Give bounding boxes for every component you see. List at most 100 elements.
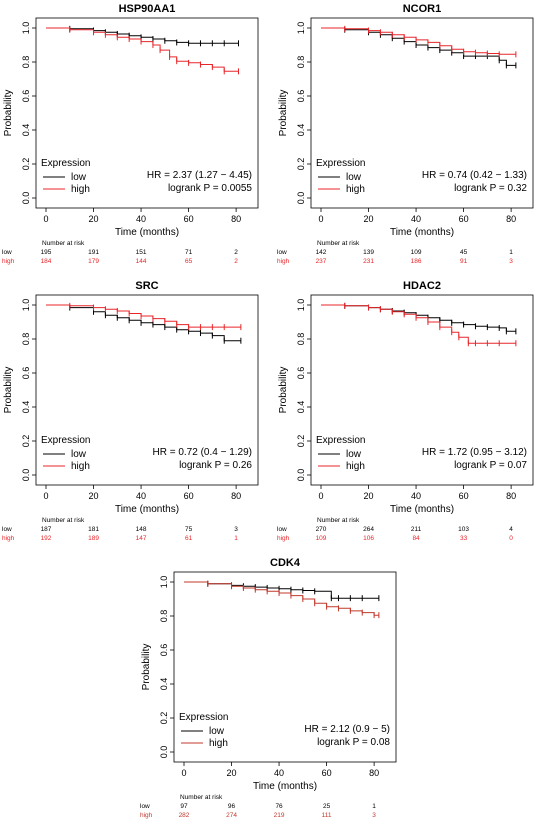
risk-count-high: 84 <box>412 535 420 542</box>
risk-count-low: 195 <box>41 249 52 256</box>
risk-count-high: 61 <box>185 535 193 542</box>
km-panel-src: SRC 0.0 0.2 0.4 0.6 0.8 1.0 0 20 40 60 80 Probabilit… <box>0 277 275 554</box>
chart-title: NCOR1 <box>403 3 442 15</box>
risk-count-high: 3 <box>509 258 513 265</box>
x-tick-label: 80 <box>231 491 241 501</box>
plot-frame <box>310 17 534 209</box>
risk-count-low: 75 <box>185 526 193 533</box>
y-tick-label: 1.0 <box>159 576 169 589</box>
km-curve-low <box>321 27 516 66</box>
hazard-ratio-text: HR = 0.74 (0.42 − 1.33) <box>422 170 527 181</box>
y-tick-label: 0.4 <box>21 401 31 414</box>
risk-count-high: 179 <box>88 258 99 265</box>
y-axis-label: Probability <box>3 90 14 137</box>
x-tick-label: 20 <box>89 214 99 224</box>
hazard-ratio-text: HR = 1.72 (0.95 − 3.12) <box>422 447 527 458</box>
logrank-p-text: logrank P = 0.26 <box>179 460 252 471</box>
risk-row-label-low: low <box>2 526 12 533</box>
y-tick-label: 0.4 <box>159 678 169 691</box>
km-panel-hdac2: HDAC2 0.0 0.2 0.4 0.6 0.8 1.0 0 20 40 60 80 Probabil… <box>275 277 550 554</box>
y-tick-label: 0.6 <box>296 90 306 103</box>
risk-count-high: 231 <box>363 258 374 265</box>
risk-row-label-high: high <box>2 535 15 542</box>
x-tick-label: 80 <box>506 214 516 224</box>
y-tick-label: 1.0 <box>296 22 306 35</box>
x-axis-label: Time (months) <box>115 504 179 515</box>
risk-row-label-low: low <box>140 803 150 810</box>
risk-table-header: Number at risk <box>180 794 223 801</box>
km-panel-ncor1: NCOR1 0.0 0.2 0.4 0.6 0.8 1.0 0 20 40 60 80 Probabil… <box>275 0 550 277</box>
risk-count-low: 1 <box>372 803 376 810</box>
km-curve-low <box>46 27 239 44</box>
legend-title: Expression <box>316 435 365 446</box>
risk-count-low: 103 <box>458 526 469 533</box>
risk-count-low: 1 <box>509 249 513 256</box>
risk-count-low: 270 <box>316 526 327 533</box>
risk-count-high: 0 <box>509 535 513 542</box>
plot-frame <box>35 294 259 486</box>
x-tick-label: 0 <box>181 768 186 778</box>
risk-row-label-low: low <box>277 249 287 256</box>
hazard-ratio-text: HR = 0.72 (0.4 − 1.29) <box>152 447 252 458</box>
x-tick-label: 60 <box>184 491 194 501</box>
y-axis-label: Probability <box>141 644 152 691</box>
km-chart-ncor1: NCOR1 0.0 0.2 0.4 0.6 0.8 1.0 0 20 40 60 80 Probabil… <box>277 3 534 265</box>
km-curve-high <box>321 304 516 344</box>
risk-count-low: 148 <box>136 526 147 533</box>
legend-label-high: high <box>346 184 365 195</box>
risk-count-high: 109 <box>316 535 327 542</box>
risk-count-high: 274 <box>226 812 237 819</box>
legend-label-low: low <box>71 172 87 183</box>
risk-count-low: 187 <box>41 526 52 533</box>
x-tick-label: 0 <box>43 491 48 501</box>
hazard-ratio-text: HR = 2.37 (1.27 − 4.45) <box>147 170 252 181</box>
y-axis-label: Probability <box>278 367 289 414</box>
risk-count-high: 33 <box>460 535 468 542</box>
x-tick-label: 20 <box>364 214 374 224</box>
x-tick-label: 0 <box>43 214 48 224</box>
chart-title: CDK4 <box>270 557 301 569</box>
legend-title: Expression <box>41 158 90 169</box>
y-tick-label: 0.8 <box>159 610 169 623</box>
chart-title: HDAC2 <box>403 280 441 292</box>
logrank-p-text: logrank P = 0.08 <box>317 737 390 748</box>
risk-count-high: 91 <box>460 258 468 265</box>
x-tick-label: 60 <box>184 214 194 224</box>
y-tick-label: 0.8 <box>21 56 31 69</box>
y-tick-label: 0.0 <box>296 192 306 205</box>
km-panel-hsp90aa1: HSP90AA1 0.0 0.2 0.4 0.6 0.8 1.0 0 20 40 60 80 Proba… <box>0 0 275 277</box>
risk-count-low: 139 <box>363 249 374 256</box>
x-tick-label: 40 <box>411 491 421 501</box>
x-tick-label: 40 <box>411 214 421 224</box>
x-tick-label: 80 <box>369 768 379 778</box>
legend-label-high: high <box>346 461 365 472</box>
risk-count-low: 3 <box>234 526 238 533</box>
risk-count-low: 97 <box>180 803 188 810</box>
x-axis-label: Time (months) <box>390 227 454 238</box>
y-tick-label: 0.4 <box>296 124 306 137</box>
legend-label-high: high <box>71 461 90 472</box>
risk-count-high: 186 <box>411 258 422 265</box>
km-curve-low <box>46 304 241 342</box>
risk-count-high: 2 <box>234 258 238 265</box>
risk-count-high: 106 <box>363 535 374 542</box>
risk-count-low: 264 <box>363 526 374 533</box>
x-tick-label: 60 <box>459 491 469 501</box>
risk-table-header: Number at risk <box>42 240 85 247</box>
x-tick-label: 60 <box>322 768 332 778</box>
risk-row-label-high: high <box>277 258 290 265</box>
y-tick-label: 0.0 <box>21 469 31 482</box>
y-tick-label: 0.2 <box>296 435 306 448</box>
y-tick-label: 0.4 <box>21 124 31 137</box>
risk-row-label-low: low <box>277 526 287 533</box>
x-tick-label: 20 <box>89 491 99 501</box>
risk-count-high: 219 <box>274 812 285 819</box>
x-tick-label: 80 <box>231 214 241 224</box>
legend-title: Expression <box>316 158 365 169</box>
risk-count-high: 184 <box>41 258 52 265</box>
legend-label-high: high <box>209 738 228 749</box>
y-tick-label: 0.0 <box>159 746 169 759</box>
km-curve-high <box>321 27 516 55</box>
x-axis-label: Time (months) <box>253 781 317 792</box>
